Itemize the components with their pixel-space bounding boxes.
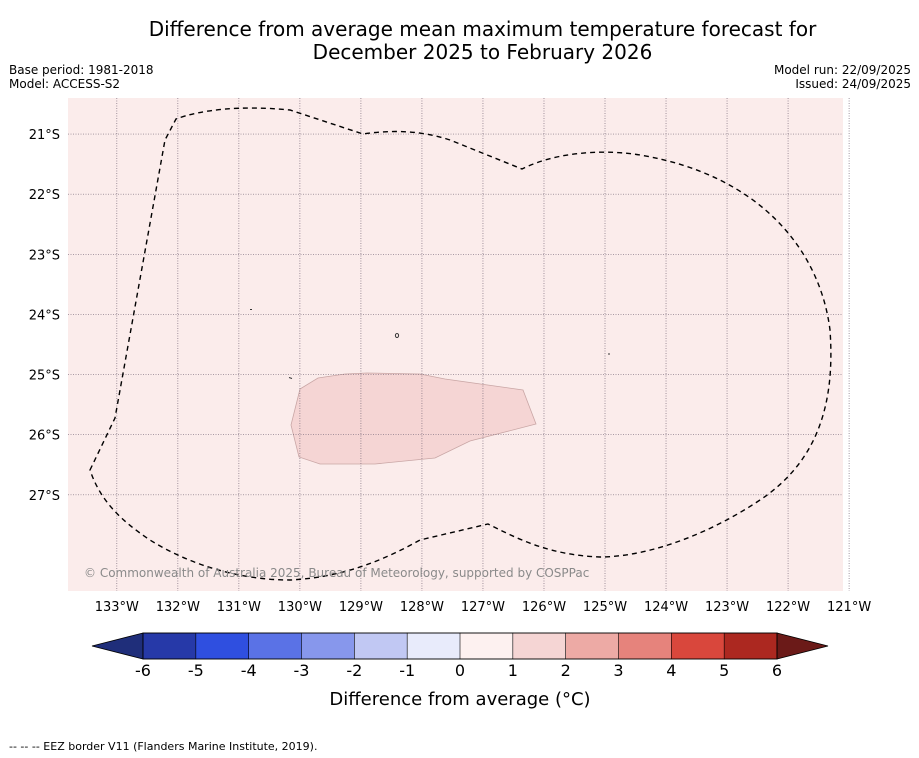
colorbar-extend-low [91,632,144,660]
longitude-label: 124°W [644,600,688,615]
colorbar-segment [354,632,408,660]
longitude-label: 132°W [156,600,200,615]
model-run: Model run: 22/09/2025 [773,63,911,77]
colorbar-tick-labels: -6 -5 -4 -3 -2 -1 0 1 2 3 4 5 6 [135,661,782,680]
colorbar-tick-label: -5 [188,661,204,680]
latitude-label: 23°S [29,248,60,263]
colorbar-tick-label: 3 [613,661,623,680]
meta-right: Model run: 22/09/2025 Issued: 24/09/2025 [774,63,911,91]
longitude-label: 129°W [339,600,383,615]
colorbar-tick-label: 0 [455,661,465,680]
colorbar-tick-label: 2 [561,661,571,680]
colorbar-segment [195,632,250,660]
gridlines [68,98,850,591]
colorbar-tick-label: 6 [772,661,782,680]
island-markers [250,309,610,379]
title-line-1: Difference from average mean maximum tem… [148,17,817,41]
meta-left: Base period: 1981-2018 Model: ACCESS-S2 [9,63,154,91]
longitude-label: 121°W [827,600,871,615]
longitude-label: 130°W [278,600,322,615]
colorbar-tick-label: -3 [294,661,310,680]
map-title: Difference from average mean maximum tem… [0,18,919,64]
colorbar-segment [565,632,620,660]
latitude-label: 27°S [29,489,60,504]
colorbar-segment [723,632,778,660]
colorbar-segment [406,632,461,660]
footer-note: -- -- -- EEZ border V11 (Flanders Marine… [9,740,318,753]
colorbar: -6 -5 -4 -3 -2 -1 0 1 2 3 4 5 6 Difference from aver… [91,632,829,710]
colorbar-segment [671,632,725,660]
latitude-labels: 21°S 22°S 23°S 24°S 25°S 26°S 27°S [29,128,60,504]
colorbar-segment [301,632,355,660]
longitude-label: 131°W [217,600,261,615]
issued-date: Issued: 24/09/2025 [795,77,911,91]
longitude-labels: 133°W 132°W 131°W 130°W 129°W 128°W 127°W 126°W… [95,600,872,615]
colorbar-segment [459,632,514,660]
map-background [68,98,843,591]
colorbar-title: Difference from average (°C) [329,689,590,710]
longitude-label: 125°W [583,600,627,615]
latitude-label: 25°S [29,369,60,384]
longitude-label: 123°W [705,600,749,615]
island-marker [288,377,293,379]
colorbar-segment [618,632,672,660]
colorbar-segment [248,632,303,660]
colorbar-tick-label: -4 [241,661,257,680]
colorbar-tick-label: 1 [508,661,518,680]
colorbar-tick-label: 4 [666,661,676,680]
colorbar-tick-label: 5 [719,661,729,680]
latitude-label: 24°S [29,308,60,323]
colorbar-segment [512,632,567,660]
longitude-label: 128°W [400,600,444,615]
latitude-label: 26°S [29,429,60,444]
title-line-2: December 2025 to February 2026 [312,40,653,64]
longitude-label: 127°W [461,600,505,615]
longitude-label: 133°W [95,600,139,615]
colorbar-tick-label: -2 [346,661,362,680]
colorbar-extend-high [776,632,829,660]
anomaly-region-1-to-2 [290,372,537,465]
longitude-label: 122°W [766,600,810,615]
colorbar-segment [142,632,197,660]
colorbar-tick-label: -1 [399,661,415,680]
eez-border [89,107,832,581]
copyright-notice: © Commonwealth of Australia 2025, Bureau… [84,566,589,580]
longitude-label: 126°W [522,600,566,615]
model-name: Model: ACCESS-S2 [9,77,121,91]
latitude-label: 22°S [29,188,60,203]
base-period: Base period: 1981-2018 [9,63,154,77]
colorbar-segments [142,632,778,660]
island-marker [394,333,400,338]
colorbar-tick-label: -6 [135,661,151,680]
colorbar-outline [142,632,778,660]
latitude-label: 21°S [29,128,60,143]
